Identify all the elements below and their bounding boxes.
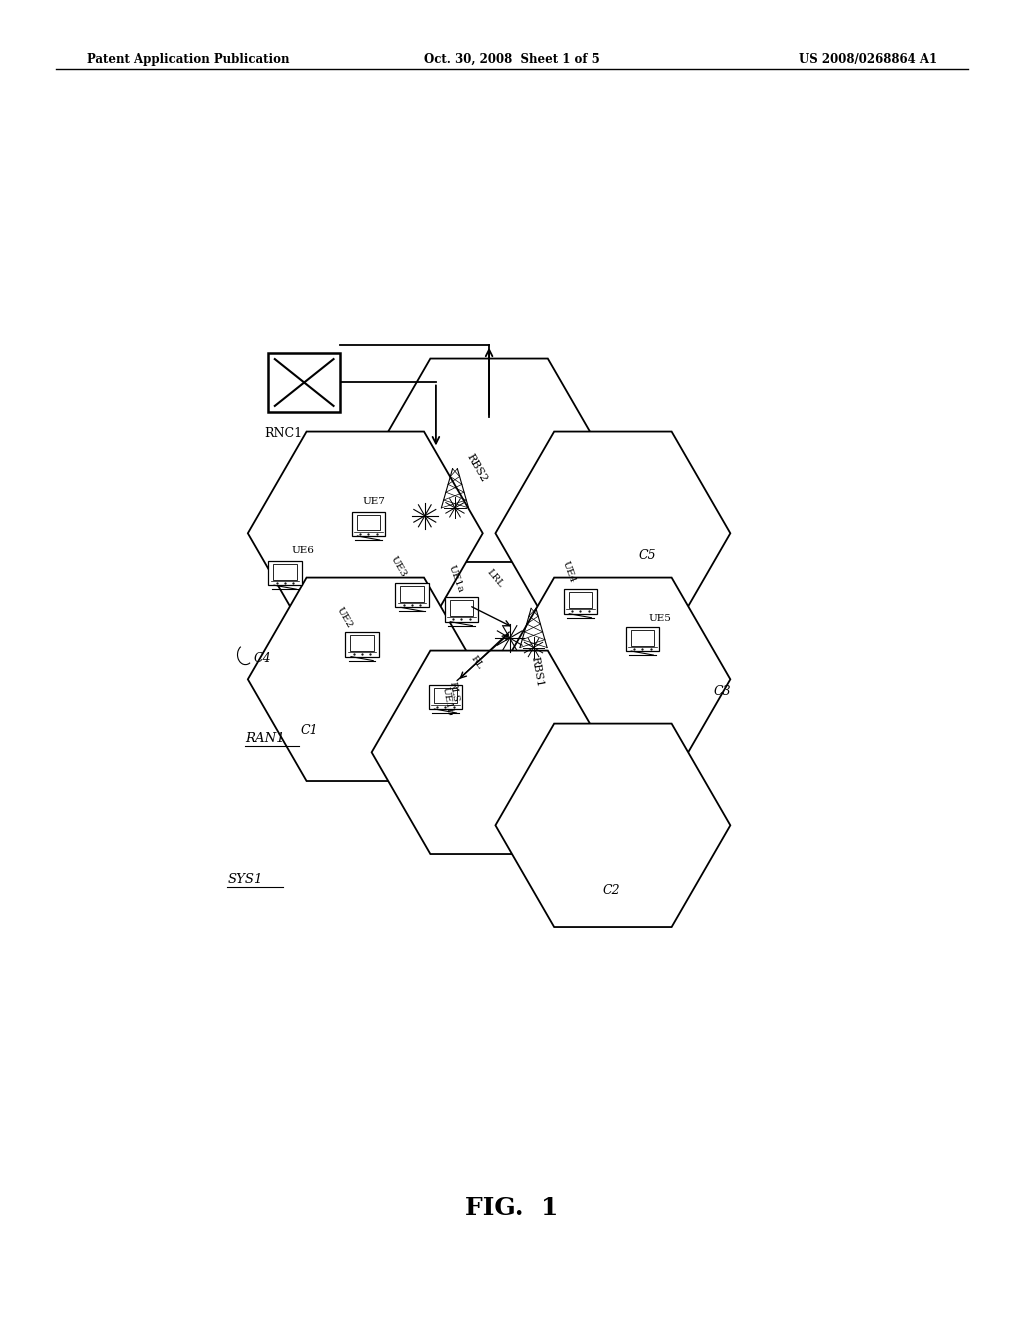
Text: RAN1: RAN1 [246, 731, 285, 744]
Bar [450, 601, 473, 616]
Text: C5: C5 [638, 549, 656, 562]
Text: C4: C4 [253, 652, 271, 665]
Bar [568, 593, 592, 609]
Polygon shape [496, 432, 730, 635]
Bar [352, 512, 385, 536]
Bar [268, 561, 302, 585]
Text: UE7: UE7 [362, 498, 385, 507]
Polygon shape [372, 651, 606, 854]
Polygon shape [248, 432, 482, 635]
Text: UE1a: UE1a [446, 564, 465, 594]
Polygon shape [496, 723, 730, 927]
Bar [429, 685, 462, 709]
Text: RLS: RLS [447, 681, 460, 702]
Text: RBS2: RBS2 [465, 453, 488, 484]
Bar [563, 589, 597, 614]
Bar [626, 627, 658, 651]
Text: UE1b: UE1b [441, 686, 455, 717]
Text: RBS1: RBS1 [529, 656, 545, 688]
Bar [400, 586, 424, 602]
Text: FIG.  1: FIG. 1 [465, 1196, 559, 1220]
Polygon shape [248, 578, 482, 781]
Text: C2: C2 [602, 884, 621, 896]
Text: RL: RL [469, 655, 484, 671]
Text: C3: C3 [714, 685, 731, 698]
Text: Patent Application Publication: Patent Application Publication [87, 53, 290, 66]
Bar [273, 564, 297, 579]
Text: LRL: LRL [485, 568, 505, 589]
Text: UE3: UE3 [389, 554, 409, 579]
Text: UE6: UE6 [292, 546, 314, 556]
Polygon shape [372, 359, 606, 562]
Text: UE2: UE2 [335, 606, 354, 630]
Bar [345, 632, 379, 656]
Bar [350, 635, 374, 651]
Text: UE5: UE5 [648, 614, 672, 623]
Bar [395, 583, 429, 607]
Bar [434, 688, 457, 704]
Bar [356, 515, 380, 531]
Bar [444, 597, 478, 622]
Text: UE4: UE4 [560, 560, 577, 583]
Text: US 2008/0268864 A1: US 2008/0268864 A1 [799, 53, 937, 66]
Text: SYS1: SYS1 [227, 873, 262, 886]
Text: RNC1: RNC1 [264, 426, 303, 440]
Bar [268, 352, 340, 412]
Polygon shape [496, 578, 730, 781]
Bar [631, 630, 654, 645]
Text: Oct. 30, 2008  Sheet 1 of 5: Oct. 30, 2008 Sheet 1 of 5 [424, 53, 600, 66]
Text: C1: C1 [301, 723, 318, 737]
